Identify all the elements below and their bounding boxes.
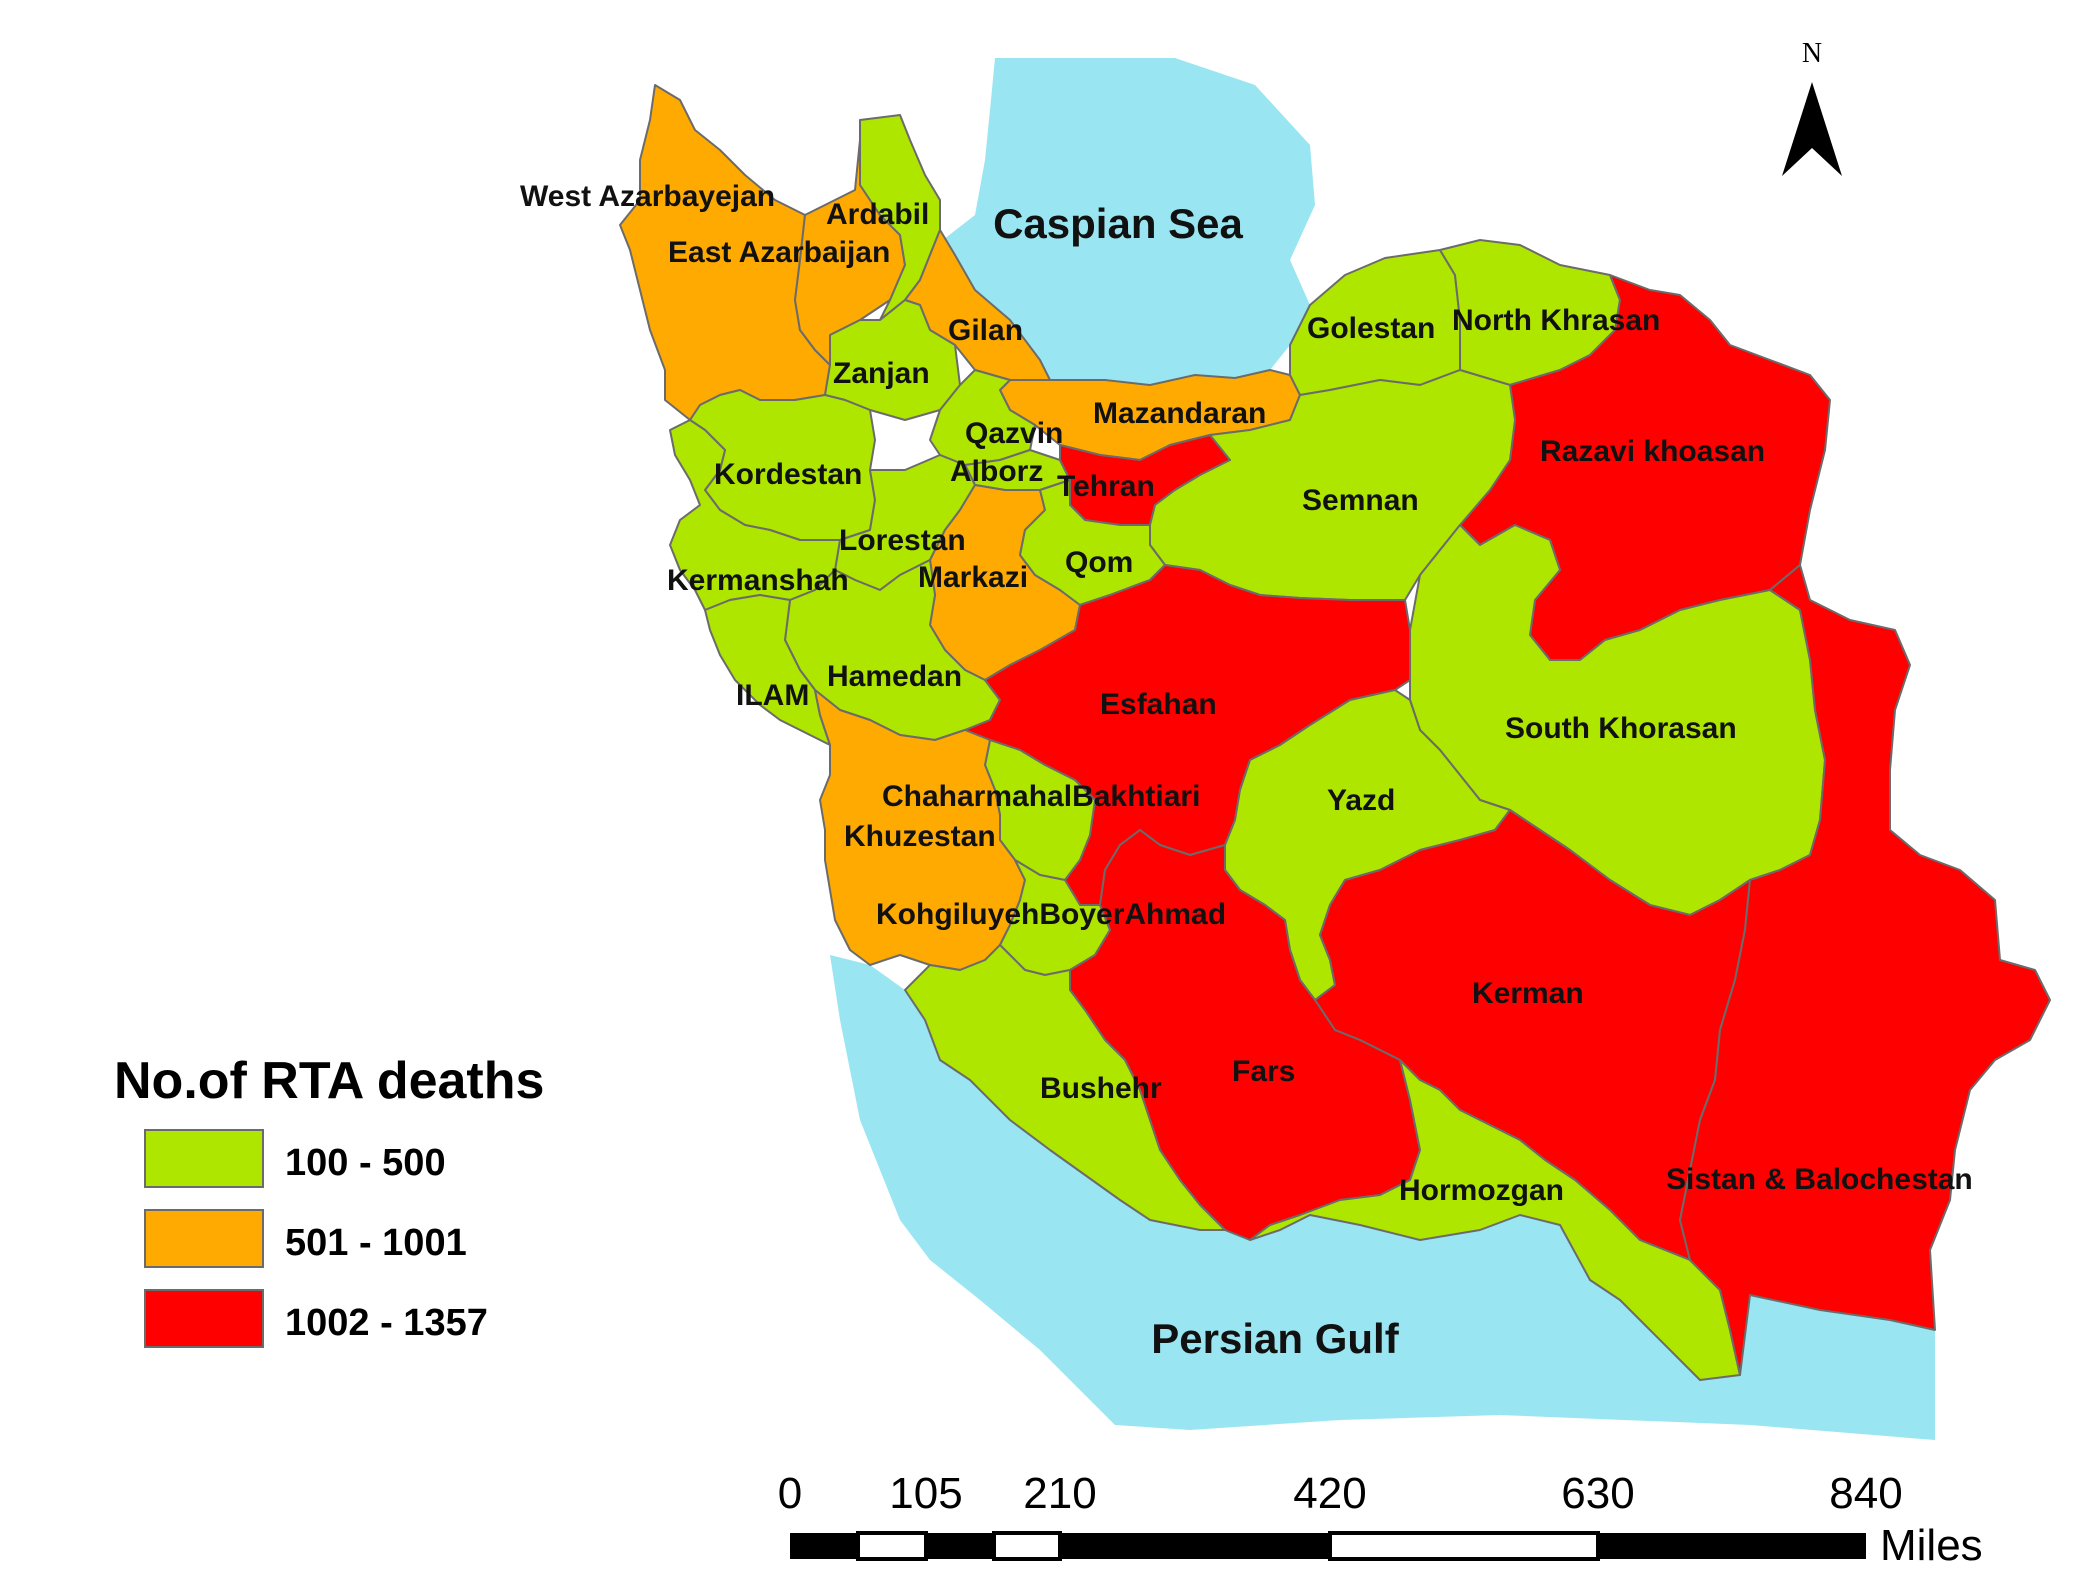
label-gilan: Gilan: [948, 314, 1023, 347]
label-kordestan: Kordestan: [714, 458, 862, 491]
north-arrow-icon: [1782, 82, 1842, 176]
north-label: N: [1802, 38, 1822, 69]
label-west-azarbayejan: West Azarbayejan: [520, 180, 775, 213]
label-hamedan: Hamedan: [827, 660, 962, 693]
label-north-khrasan: North Khrasan: [1452, 304, 1660, 337]
label-yazd: Yazd: [1327, 784, 1395, 817]
label-qazvin: Qazvin: [965, 417, 1063, 450]
label-chaharmahal-bakhtiari: ChaharmahalBakhtiari: [882, 780, 1200, 813]
scale-seg-4: [992, 1531, 1062, 1561]
label-semnan: Semnan: [1302, 484, 1419, 517]
label-kerman: Kerman: [1472, 977, 1584, 1010]
scale-tick-210: 210: [1023, 1469, 1096, 1518]
label-east-azarbaijan: East Azarbaijan: [668, 236, 890, 269]
province-hormozgan[interactable]: [1249, 1059, 1741, 1381]
legend-label-high: 1002 - 1357: [285, 1302, 488, 1344]
label-hormozgan: Hormozgan: [1399, 1174, 1564, 1207]
legend-label-low: 100 - 500: [285, 1142, 446, 1184]
label-kermanshah: Kermanshah: [667, 564, 849, 597]
scale-seg-6: [1328, 1531, 1600, 1561]
label-kohgiluyeh-boyerahmad: KohgiluyehBoyerAhmad: [876, 898, 1226, 931]
caspian-sea-label: Caspian Sea: [993, 200, 1243, 247]
label-lorestan: Lorestan: [839, 524, 966, 557]
caspian-sea-area: [905, 58, 1315, 395]
scale-unit: Miles: [1880, 1521, 1983, 1570]
label-fars: Fars: [1232, 1055, 1295, 1088]
legend-label-mid: 501 - 1001: [285, 1222, 467, 1264]
scale-tick-0: 0: [778, 1469, 802, 1518]
province-sistan-balochestan[interactable]: [1679, 564, 2051, 1376]
label-khuzestan: Khuzestan: [844, 820, 996, 853]
scale-tick-420: 420: [1293, 1469, 1366, 1518]
legend-swatch-high: [144, 1289, 264, 1348]
label-qom: Qom: [1065, 546, 1133, 579]
legend-swatch-low: [144, 1129, 264, 1188]
scale-bar: 0 105 210 420 630 840 Miles: [778, 1469, 1983, 1570]
legend-swatch-mid: [144, 1209, 264, 1268]
scale-seg-2: [856, 1531, 928, 1561]
scale-tick-630: 630: [1561, 1469, 1634, 1518]
persian-gulf-label: Persian Gulf: [1151, 1315, 1399, 1362]
label-bushehr: Bushehr: [1040, 1072, 1162, 1105]
label-sistan-balochestan: Sistan & Balochestan: [1666, 1163, 1973, 1196]
province-bushehr[interactable]: [904, 944, 1226, 1231]
label-alborz: Alborz: [950, 455, 1043, 488]
scale-seg-1: [790, 1533, 858, 1559]
label-mazandaran: Mazandaran: [1093, 397, 1266, 430]
legend-title: No.of RTA deaths: [114, 1052, 544, 1110]
scale-seg-3: [926, 1533, 994, 1559]
label-tehran: Tehran: [1057, 470, 1155, 503]
legend: No.of RTA deaths 100 - 500 501 - 1001 10…: [114, 1052, 544, 1348]
label-esfahan: Esfahan: [1100, 688, 1217, 721]
scale-tick-105: 105: [889, 1469, 962, 1518]
label-ilam: ILAM: [736, 679, 809, 712]
scale-seg-7: [1598, 1533, 1866, 1559]
label-razavi-khorasan: Razavi khoasan: [1540, 435, 1765, 468]
scale-tick-840: 840: [1829, 1469, 1902, 1518]
label-south-khorasan: South Khorasan: [1505, 712, 1737, 745]
label-ardabil: Ardabil: [826, 198, 929, 231]
label-zanjan: Zanjan: [833, 357, 930, 390]
label-markazi: Markazi: [918, 561, 1028, 594]
north-arrow: N: [1782, 38, 1842, 176]
label-golestan: Golestan: [1307, 312, 1435, 345]
scale-seg-5: [1060, 1533, 1330, 1559]
